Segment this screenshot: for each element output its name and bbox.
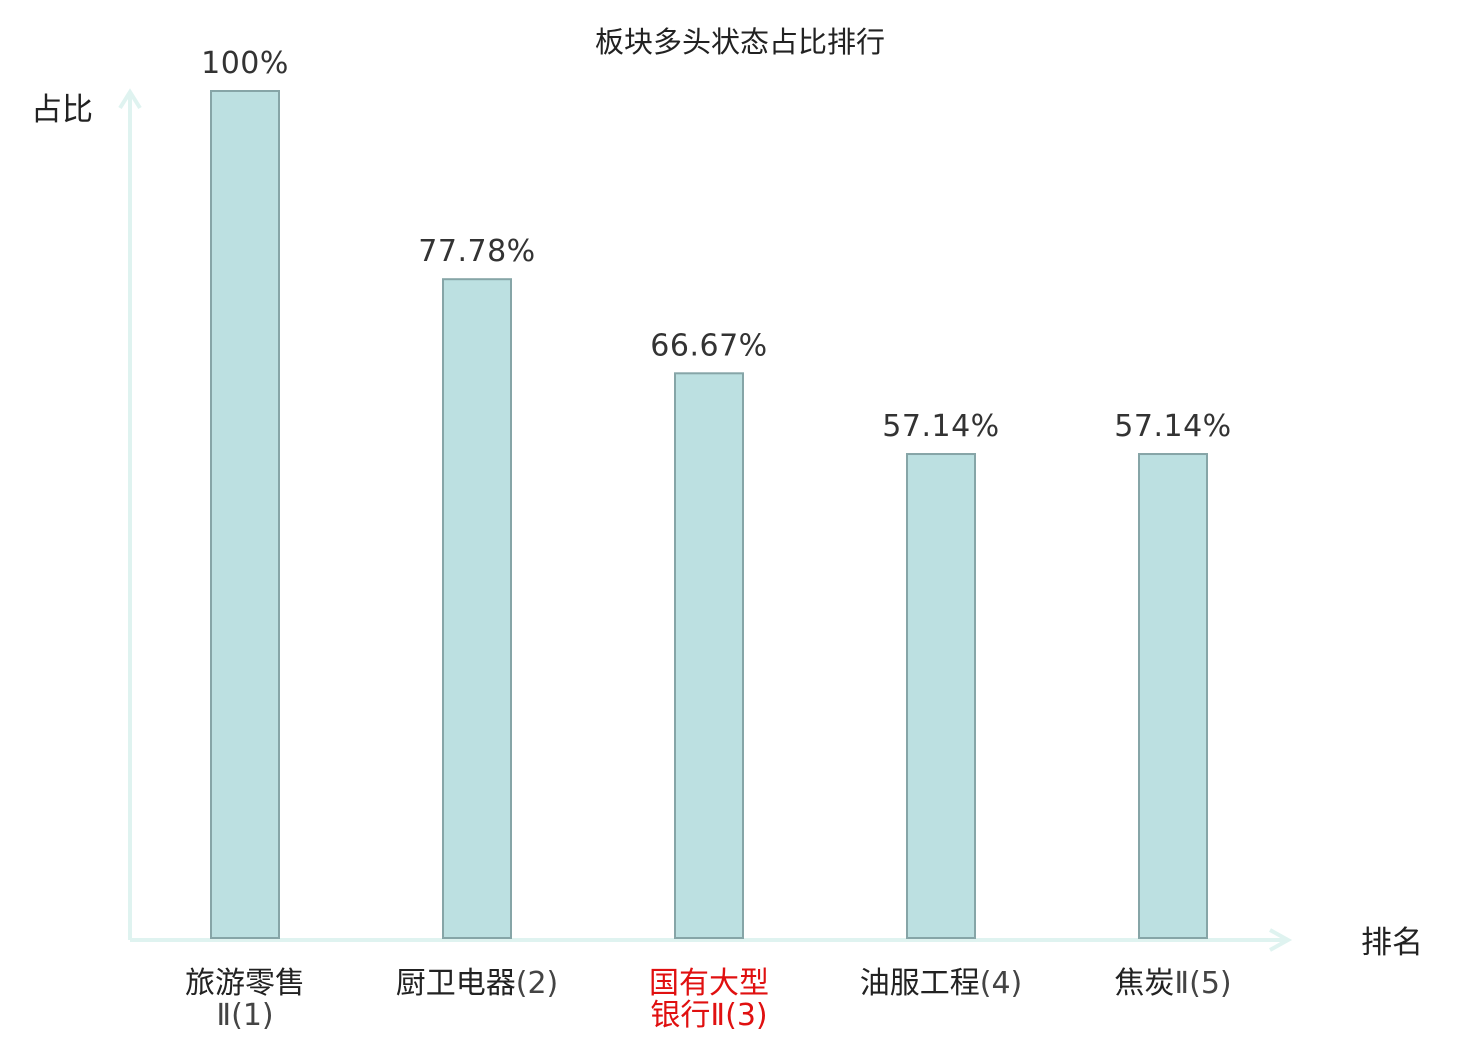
category-name-5: 焦炭 (1114, 966, 1174, 1001)
bar-4 (906, 453, 976, 939)
x-axis-label: 排名 (1361, 925, 1423, 961)
category-name-3: 国有大型 (649, 966, 769, 1001)
category-label-5: 焦炭Ⅱ(5) (1114, 966, 1231, 1001)
value-label-1: 100% (201, 46, 289, 81)
y-axis (118, 88, 142, 940)
category-name-2: 厨卫电器 (396, 966, 516, 1001)
category-rank-1: Ⅱ(1) (216, 998, 273, 1033)
value-label-2: 77.78% (418, 234, 535, 269)
category-label-1: 旅游零售 Ⅱ(1) (185, 966, 305, 1033)
category-name-1: 旅游零售 (185, 966, 305, 1001)
category-label-2: 厨卫电器(2) (396, 966, 559, 1001)
y-axis-label: 占比 (31, 92, 93, 128)
bar-3 (674, 372, 744, 939)
category-rank-2: (2) (516, 966, 559, 1001)
value-labels-layer: 100% 77.78% 66.67% 57.14% 57.14% (201, 46, 1231, 444)
bar-2 (442, 278, 512, 939)
category-label-3: 国有大型银行Ⅱ(3) (649, 966, 769, 1033)
bar-1 (210, 90, 280, 939)
value-label-4: 57.14% (882, 409, 999, 444)
y-axis-arrow-icon (118, 88, 142, 110)
chart-title: 板块多头状态占比排行 (595, 25, 885, 59)
category-label-4: 油服工程(4) (860, 966, 1023, 1001)
bars-layer (210, 90, 1208, 939)
category-name-line2-1: Ⅱ(1) (216, 998, 273, 1033)
category-name-part2-3: 银行 (650, 998, 710, 1033)
category-name-line2-3: 银行Ⅱ(3) (650, 998, 767, 1033)
category-name-4: 油服工程 (860, 966, 980, 1001)
x-axis-arrow-icon (1269, 928, 1293, 952)
category-rank-3: Ⅱ(3) (710, 998, 767, 1033)
category-labels-layer: 旅游零售 Ⅱ(1) 厨卫电器(2) 国有大型银行Ⅱ(3) 油服工程(4) 焦炭Ⅱ(5) (185, 966, 1232, 1033)
value-label-3: 66.67% (650, 328, 767, 363)
category-rank-5: Ⅱ(5) (1174, 966, 1231, 1001)
x-axis (130, 928, 1293, 952)
category-rank-4: (4) (980, 966, 1023, 1001)
bar-5 (1138, 453, 1208, 939)
value-label-5: 57.14% (1114, 409, 1231, 444)
